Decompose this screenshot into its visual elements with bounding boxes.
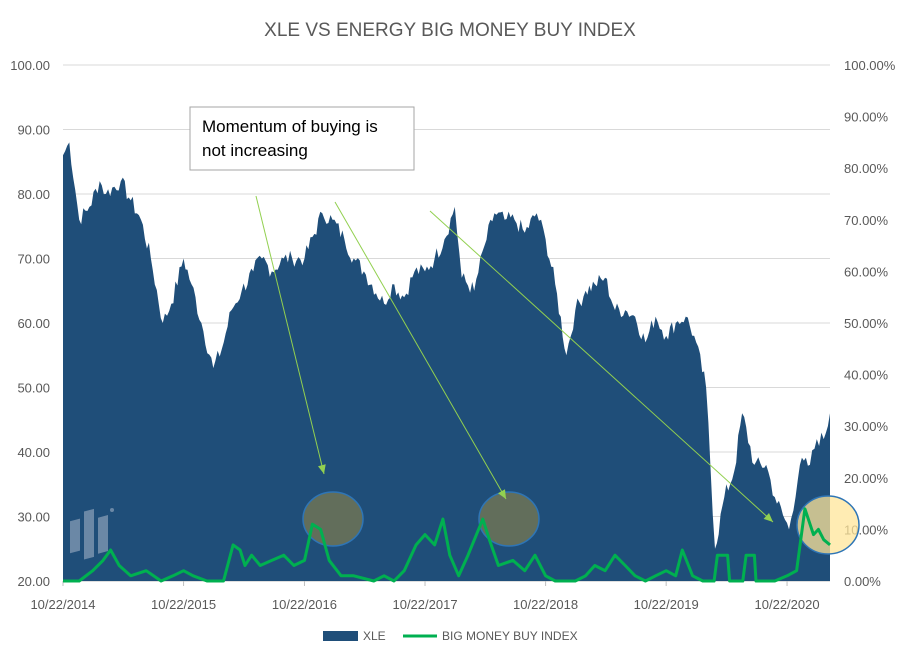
logo-watermark (70, 508, 114, 560)
x-tick-label: 10/22/2017 (392, 597, 457, 612)
x-tick-label: 10/22/2015 (151, 597, 216, 612)
left-tick-label: 40.00 (17, 445, 50, 460)
left-axis-ticks: 20.00 30.00 40.00 50.00 60.00 70.00 80.00 90.00… (10, 58, 50, 589)
annotation-text: Momentum of buying is not increasing (202, 117, 382, 160)
right-tick-label: 100.00% (844, 58, 896, 73)
arrow-head (763, 513, 773, 522)
right-tick-label: 90.00% (844, 110, 889, 125)
x-tick-label: 10/22/2016 (272, 597, 337, 612)
right-tick-label: 30.00% (844, 419, 889, 434)
highlight-circles (302, 491, 860, 555)
highlight-circle (796, 495, 860, 555)
annotation-line-1: Momentum of buying is (202, 117, 378, 136)
arrow-head (498, 489, 506, 499)
x-tick-label: 10/22/2020 (755, 597, 820, 612)
right-tick-label: 0.00% (844, 574, 881, 589)
legend-swatch-xle (323, 631, 358, 641)
x-tick-label: 10/22/2018 (513, 597, 578, 612)
left-tick-label: 100.00 (10, 58, 50, 73)
arrow-head (318, 464, 326, 474)
right-tick-label: 60.00% (844, 264, 889, 279)
left-tick-label: 60.00 (17, 316, 50, 331)
highlight-circle (478, 491, 540, 547)
right-tick-label: 40.00% (844, 368, 889, 383)
annotation-box: Momentum of buying is not increasing (189, 106, 415, 171)
arrow-line (255, 195, 325, 475)
arrow-line (334, 201, 507, 500)
left-tick-label: 70.00 (17, 252, 50, 267)
left-tick-label: 50.00 (17, 381, 50, 396)
annotation-arrows (255, 195, 774, 523)
legend-label-xle: XLE (363, 629, 386, 643)
annotation-line-2: not increasing (202, 141, 308, 160)
big-money-buy-index-line (63, 507, 831, 583)
right-tick-label: 70.00% (844, 213, 889, 228)
legend: XLE BIG MONEY BUY INDEX (323, 629, 578, 643)
left-tick-label: 20.00 (17, 574, 50, 589)
x-tick-label: 10/22/2019 (634, 597, 699, 612)
right-tick-label: 50.00% (844, 316, 889, 331)
chart-title: XLE VS ENERGY BIG MONEY BUY INDEX (264, 20, 636, 41)
highlight-circle (302, 491, 364, 547)
left-tick-label: 80.00 (17, 187, 50, 202)
legend-label-bmi: BIG MONEY BUY INDEX (442, 629, 578, 643)
right-tick-label: 20.00% (844, 471, 889, 486)
arrow-line (429, 210, 774, 523)
left-tick-label: 90.00 (17, 123, 50, 138)
x-axis-ticks: 10/22/2014 10/22/2015 10/22/2016 10/22/2017… (30, 580, 830, 612)
xle-area-series (63, 142, 830, 581)
right-tick-label: 80.00% (844, 161, 889, 176)
x-tick-label: 10/22/2014 (30, 597, 95, 612)
left-tick-label: 30.00 (17, 510, 50, 525)
